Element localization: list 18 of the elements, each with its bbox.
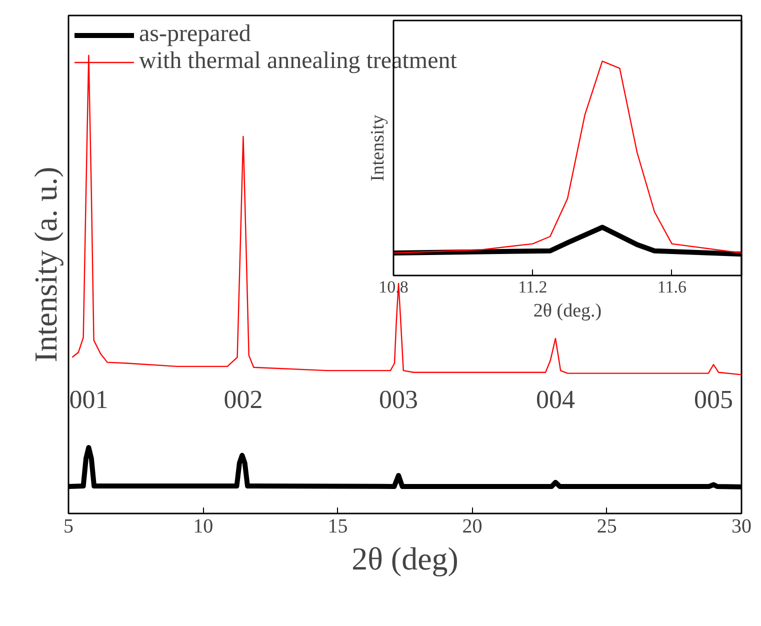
x-tick-label: 11.2 xyxy=(518,278,548,296)
annotation: 003 xyxy=(379,384,418,414)
x-tick-label: 25 xyxy=(596,516,617,538)
annotation: 004 xyxy=(536,384,575,414)
x-tick-label: 30 xyxy=(732,516,752,538)
annotation: 005 xyxy=(694,384,734,414)
x-axis-title: 2θ (deg) xyxy=(352,540,458,576)
x-tick-label: 15 xyxy=(328,516,348,538)
x-tick-label: 10 xyxy=(193,516,214,538)
annotation: 001 xyxy=(69,384,108,414)
x-axis-title: 2θ (deg.) xyxy=(533,300,602,322)
y-axis-title: Intensity (a. u.) xyxy=(28,166,64,362)
x-tick-label: 5 xyxy=(64,516,74,538)
legend-label: as-prepared xyxy=(139,21,251,48)
x-tick-label: 20 xyxy=(462,516,482,538)
x-tick-label: 11.6 xyxy=(657,278,686,296)
y-axis-title: Intensity xyxy=(368,114,388,182)
annotation: 002 xyxy=(224,384,263,414)
